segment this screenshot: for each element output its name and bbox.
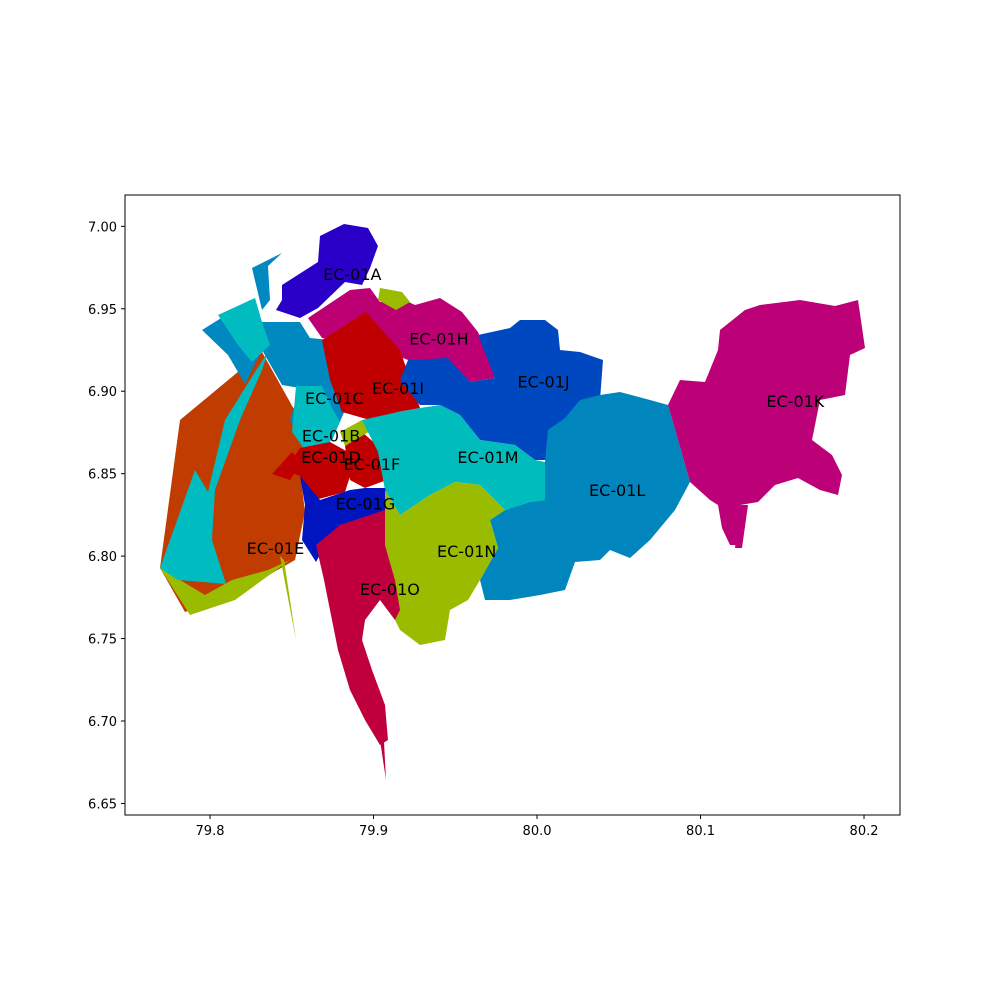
region-ec-01a	[276, 224, 378, 318]
region-ec-01e-cyan-strip	[160, 352, 268, 584]
region-ec-01j	[400, 320, 603, 460]
region-label-ec-01d: EC-01D	[301, 448, 361, 467]
region-label-ec-01f: EC-01F	[344, 455, 401, 474]
region-ec-01o	[316, 510, 400, 745]
region-ec-01b	[292, 386, 340, 450]
region-ec-01m	[362, 405, 545, 515]
x-tick-label: 79.9	[359, 824, 388, 839]
x-tick-label: 80.1	[686, 824, 715, 839]
x-tick-label: 79.8	[196, 824, 225, 839]
y-tick-label: 6.75	[88, 633, 117, 648]
region-label-ec-01l: EC-01L	[589, 481, 645, 500]
region-ec-01n	[385, 482, 505, 645]
region-ec-01o-needle	[380, 740, 386, 780]
region-label-ec-01i: EC-01I	[372, 379, 424, 398]
y-tick-label: 7.00	[88, 220, 117, 235]
x-tick-label: 80.2	[850, 824, 879, 839]
region-label-ec-01k: EC-01K	[766, 392, 824, 411]
y-tick-label: 6.65	[88, 797, 117, 812]
region-ec-01d	[285, 442, 352, 500]
region-ec-01c-cyan-patch	[218, 298, 270, 362]
y-tick-label: 6.90	[88, 385, 117, 400]
x-axis: 79.8 79.9 80.0 80.1 80.2	[196, 815, 879, 839]
region-label-ec-01b: EC-01B	[302, 427, 360, 446]
region-label-ec-01j: EC-01J	[517, 372, 569, 391]
region-ec-01l	[480, 392, 690, 600]
y-tick-label: 6.95	[88, 303, 117, 318]
y-tick-label: 6.80	[88, 550, 117, 565]
region-ec-01h-green-bit	[378, 288, 410, 310]
region-ec-01i	[322, 312, 420, 420]
region-label-ec-01c: EC-01C	[305, 389, 364, 408]
x-tick-label: 80.0	[523, 824, 552, 839]
region-ec-01c-north-spur	[252, 253, 282, 310]
region-ec-01f-green-edge	[340, 420, 372, 446]
region-labels: EC-01A EC-01B EC-01C EC-01D EC-01E EC-01F EC-0…	[247, 265, 825, 599]
region-ec-01e-needle	[280, 556, 296, 640]
y-axis: 6.65 6.70 6.75 6.80 6.85 6.90 6.95 7.00	[88, 220, 125, 812]
region-label-ec-01a: EC-01A	[323, 265, 381, 284]
region-label-ec-01e: EC-01E	[247, 539, 305, 558]
map-regions	[160, 224, 865, 780]
y-tick-label: 6.85	[88, 468, 117, 483]
plot-area-frame	[124, 194, 901, 816]
region-label-ec-01h: EC-01H	[409, 329, 468, 348]
region-ec-01d-shard	[272, 452, 302, 480]
region-label-ec-01o: EC-01O	[360, 580, 420, 599]
y-tick-label: 6.70	[88, 715, 117, 730]
region-ec-01k-south-tail	[735, 505, 748, 548]
region-label-ec-01g: EC-01G	[335, 494, 395, 513]
region-label-ec-01m: EC-01M	[457, 448, 518, 467]
region-ec-01k	[668, 300, 865, 545]
region-label-ec-01n: EC-01N	[437, 542, 496, 561]
